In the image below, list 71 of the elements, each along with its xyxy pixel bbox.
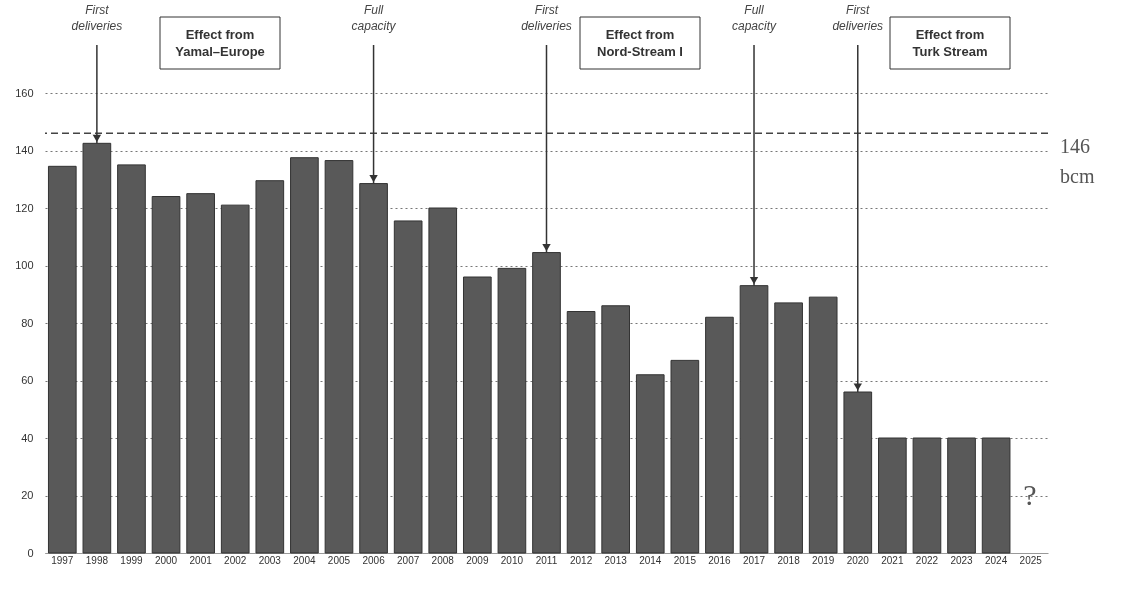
x-tick-label: 2006 — [362, 554, 386, 566]
x-tick-label: 2004 — [293, 554, 316, 566]
y-tick-label: 80 — [21, 316, 34, 329]
x-tick-label: 2012 — [569, 554, 593, 566]
text: Effect from Yamal–Europe — [175, 27, 265, 59]
x-tick-label: 2024 — [985, 554, 1008, 566]
annotation: First deliveries — [832, 3, 884, 33]
text: Effect from Turk Stream — [912, 27, 988, 59]
x-tick-label: 2023 — [950, 554, 974, 566]
annotation: First deliveries — [71, 3, 123, 33]
x-tick-label: 2014 — [639, 554, 662, 566]
x-tick-label: 2018 — [777, 554, 801, 566]
bar — [670, 359, 700, 554]
bar — [186, 193, 215, 554]
bar — [808, 296, 838, 554]
bar — [912, 437, 942, 554]
text: Effect from Nord-Stream I — [597, 27, 683, 59]
bar — [117, 164, 146, 554]
x-tick-label: 2025 — [1019, 554, 1043, 566]
bar — [601, 305, 631, 554]
bar — [947, 437, 976, 554]
y-tick-label: 20 — [21, 489, 34, 501]
bar — [497, 267, 527, 554]
bar — [428, 207, 458, 554]
x-tick-label: 2021 — [881, 554, 904, 566]
x-tick-label: 2011 — [535, 554, 558, 566]
y-tick-label: 0 — [27, 546, 34, 559]
y-tick-label: 140 — [15, 144, 34, 156]
y-tick-label: 60 — [21, 374, 34, 386]
y-tick-label: 40 — [21, 431, 34, 444]
bar — [635, 374, 665, 554]
y-tick-label: 100 — [15, 259, 34, 271]
bar — [705, 316, 734, 554]
x-tick-label: 2019 — [812, 554, 835, 566]
bar — [393, 220, 423, 554]
x-tick-label: 2003 — [258, 554, 282, 566]
x-tick-label: 2020 — [846, 554, 870, 566]
x-tick-label: 2022 — [915, 554, 939, 566]
bar — [290, 157, 319, 554]
x-tick-label: 2000 — [154, 554, 178, 566]
x-tick-label: 2015 — [673, 554, 697, 566]
x-tick-label: 1998 — [85, 554, 109, 566]
bar — [47, 165, 77, 554]
bar — [324, 160, 354, 554]
bar — [774, 302, 803, 554]
bar — [878, 437, 907, 554]
annotation: ? — [1023, 477, 1037, 511]
y-tick-label: 120 — [15, 201, 34, 214]
x-tick-label: 2005 — [327, 554, 351, 566]
x-tick-label: 2010 — [500, 554, 524, 566]
bar — [220, 204, 250, 554]
bar — [255, 180, 285, 554]
annotation: Full capacity — [351, 3, 397, 33]
x-tick-label: 2016 — [708, 554, 731, 566]
annotation: Full capacity — [732, 3, 778, 33]
x-tick-label: 2008 — [431, 554, 455, 566]
x-tick-label: 2009 — [466, 554, 489, 566]
x-tick-label: 2007 — [397, 554, 420, 566]
x-tick-label: 1997 — [51, 554, 74, 566]
x-tick-label: 2017 — [742, 554, 766, 566]
x-tick-label: 2013 — [604, 554, 628, 566]
x-tick-label: 1999 — [120, 554, 144, 566]
bar — [462, 276, 492, 554]
annotation: First deliveries — [521, 3, 572, 33]
bar — [981, 437, 1011, 554]
ref-line-label: 146 bcm — [1060, 135, 1095, 188]
x-tick-label: 2001 — [189, 554, 213, 566]
y-tick-label: 160 — [15, 86, 34, 99]
x-tick-label: 2002 — [224, 554, 247, 566]
bar — [151, 196, 181, 554]
bar — [566, 311, 596, 554]
